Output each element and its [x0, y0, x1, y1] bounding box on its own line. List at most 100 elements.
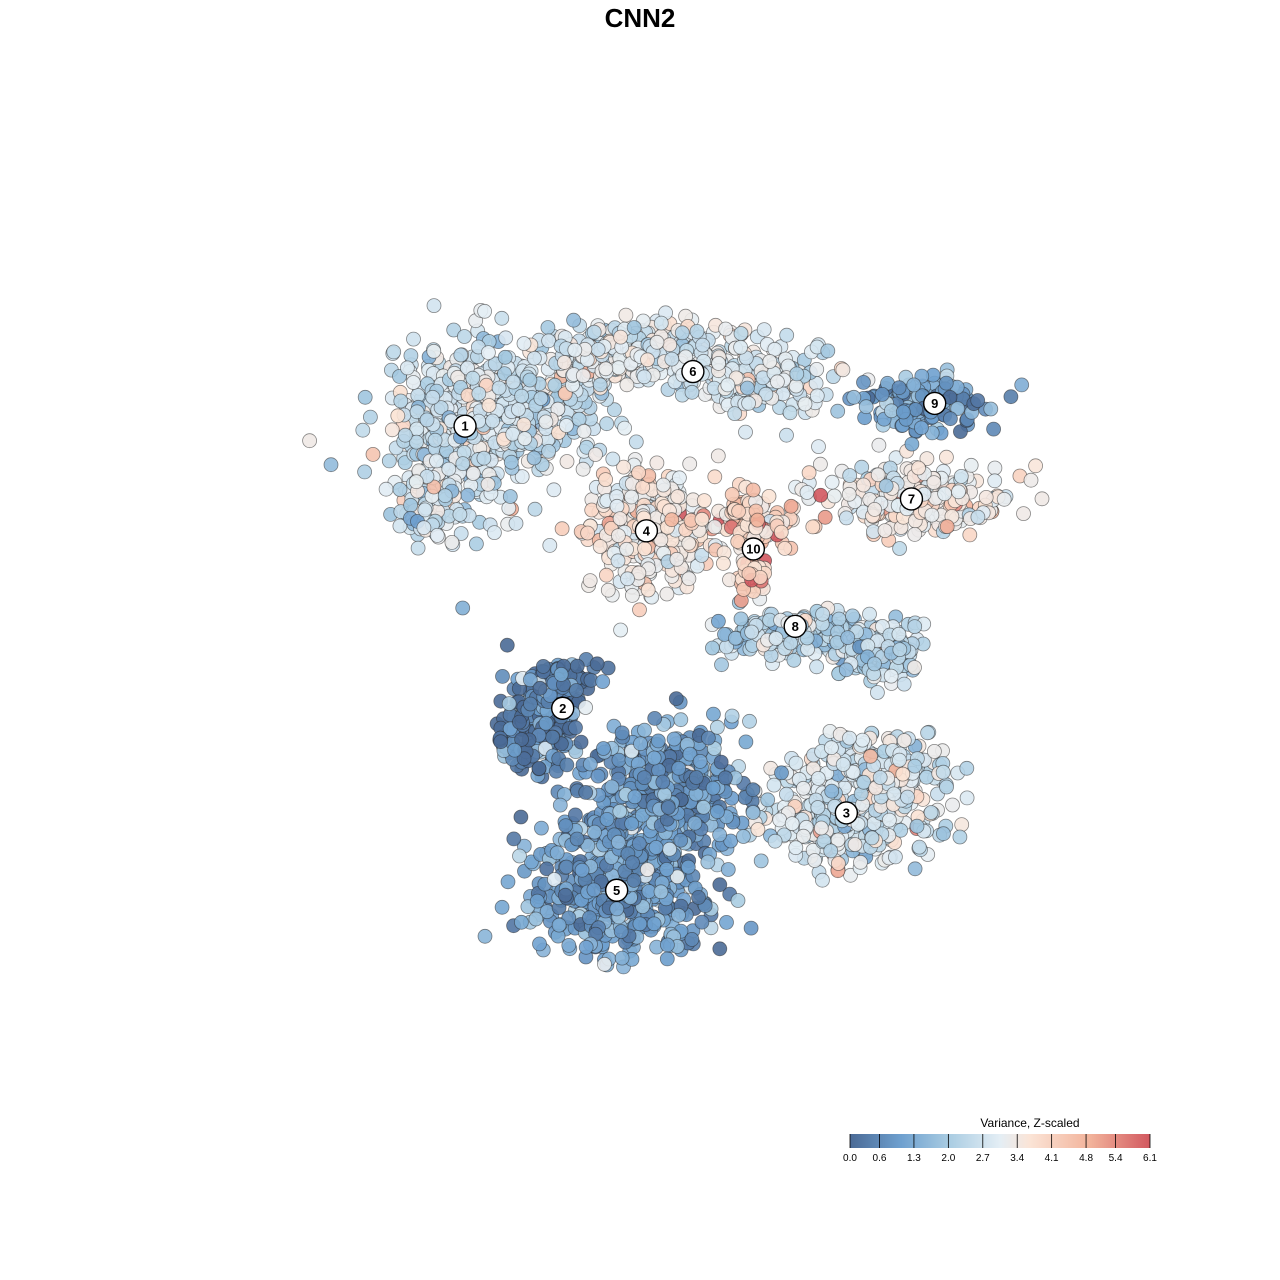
scatter-point	[611, 834, 626, 850]
scatter-point	[595, 674, 611, 689]
scatter-point	[681, 571, 697, 587]
scatter-point	[673, 832, 689, 848]
scatter-point	[592, 377, 608, 393]
scatter-point	[767, 833, 783, 849]
scatter-point	[444, 535, 460, 550]
scatter-point	[468, 536, 484, 552]
scatter-point	[895, 766, 911, 782]
scatter-point	[529, 893, 545, 909]
scatter-point	[707, 469, 723, 485]
scatter-point	[688, 770, 704, 785]
scatter-point	[637, 722, 652, 738]
scatter-point	[409, 404, 425, 420]
scatter-point	[681, 535, 697, 551]
scatter-point	[477, 928, 493, 944]
scatter-point	[460, 487, 476, 503]
scatter-point	[756, 322, 772, 338]
scatter-point	[568, 720, 583, 736]
cluster-label-text: 2	[559, 701, 566, 716]
scatter-point	[845, 608, 860, 624]
scatter-point	[507, 742, 522, 758]
scatter-point	[534, 820, 549, 836]
scatter-point	[636, 369, 652, 385]
scatter-point	[996, 491, 1012, 507]
scatter-point	[620, 571, 635, 587]
scatter-point	[750, 822, 766, 837]
scatter-point	[506, 831, 522, 847]
scatter-point	[807, 853, 823, 868]
scatter-point	[598, 361, 614, 377]
scatter-point	[633, 736, 648, 752]
scatter-point	[743, 920, 759, 936]
scatter-point	[441, 461, 457, 477]
scatter-point	[659, 951, 675, 967]
scatter-point	[680, 859, 696, 875]
scatter-point	[586, 882, 602, 898]
scatter-point	[494, 310, 510, 326]
scatter-point	[907, 527, 923, 542]
scatter-point	[870, 685, 885, 700]
scatter-point	[575, 461, 591, 477]
scatter-point	[705, 640, 720, 656]
scatter-point	[810, 771, 826, 786]
scatter-point	[513, 809, 529, 825]
scatter-point	[741, 395, 756, 411]
scatter-point	[907, 619, 923, 634]
scatter-point	[789, 366, 805, 382]
scatter-point	[640, 862, 655, 877]
legend-tick-label: 0.0	[843, 1153, 857, 1164]
scatter-point	[731, 503, 746, 519]
scatter-point	[684, 384, 700, 400]
scatter-point	[516, 751, 532, 767]
scatter-point	[480, 476, 496, 492]
scatter-point	[626, 320, 642, 335]
scatter-point	[485, 413, 501, 429]
scatter-point	[547, 377, 563, 393]
scatter-point	[687, 815, 703, 831]
scatter-point	[559, 859, 574, 875]
scatter-point	[668, 691, 684, 706]
scatter-point	[605, 451, 621, 467]
scatter-point	[514, 914, 529, 930]
scatter-point	[613, 924, 629, 939]
scatter-point	[646, 916, 662, 932]
scatter-point	[559, 757, 575, 773]
scatter-point	[705, 780, 721, 796]
cluster-label-4: 4	[634, 519, 659, 543]
scatter-point	[738, 424, 753, 440]
scatter-point	[858, 399, 874, 415]
scatter-point	[701, 730, 716, 746]
scatter-point	[856, 374, 871, 390]
scatter-point	[578, 700, 593, 715]
scatter-point	[719, 915, 734, 930]
scatter-point	[516, 417, 532, 433]
scatter-point	[1023, 472, 1039, 488]
scatter-point	[669, 551, 685, 567]
scatter-point	[650, 733, 666, 749]
scatter-point	[927, 744, 942, 759]
scatter-point	[648, 840, 664, 855]
scatter-point	[378, 481, 394, 497]
scatter-point	[978, 489, 994, 505]
scatter-point	[557, 355, 572, 370]
scatter-point	[943, 411, 958, 427]
scatter-point	[425, 389, 441, 405]
scatter-point	[877, 523, 893, 538]
scatter-point	[745, 782, 761, 798]
scatter-point	[689, 323, 705, 339]
scatter-point	[590, 342, 606, 357]
scatter-point	[607, 402, 622, 418]
scatter-point	[491, 380, 507, 396]
scatter-point	[733, 339, 748, 355]
scatter-point	[597, 956, 612, 972]
scatter-point	[653, 315, 669, 331]
scatter-point	[592, 539, 608, 554]
scatter-point	[465, 370, 481, 386]
scatter-point	[784, 816, 800, 831]
scatter-point	[673, 712, 689, 728]
scatter-point	[664, 512, 680, 528]
scatter-point	[768, 631, 784, 646]
scatter-point	[576, 423, 592, 439]
scatter-point	[733, 326, 749, 341]
scatter-point	[416, 520, 432, 536]
